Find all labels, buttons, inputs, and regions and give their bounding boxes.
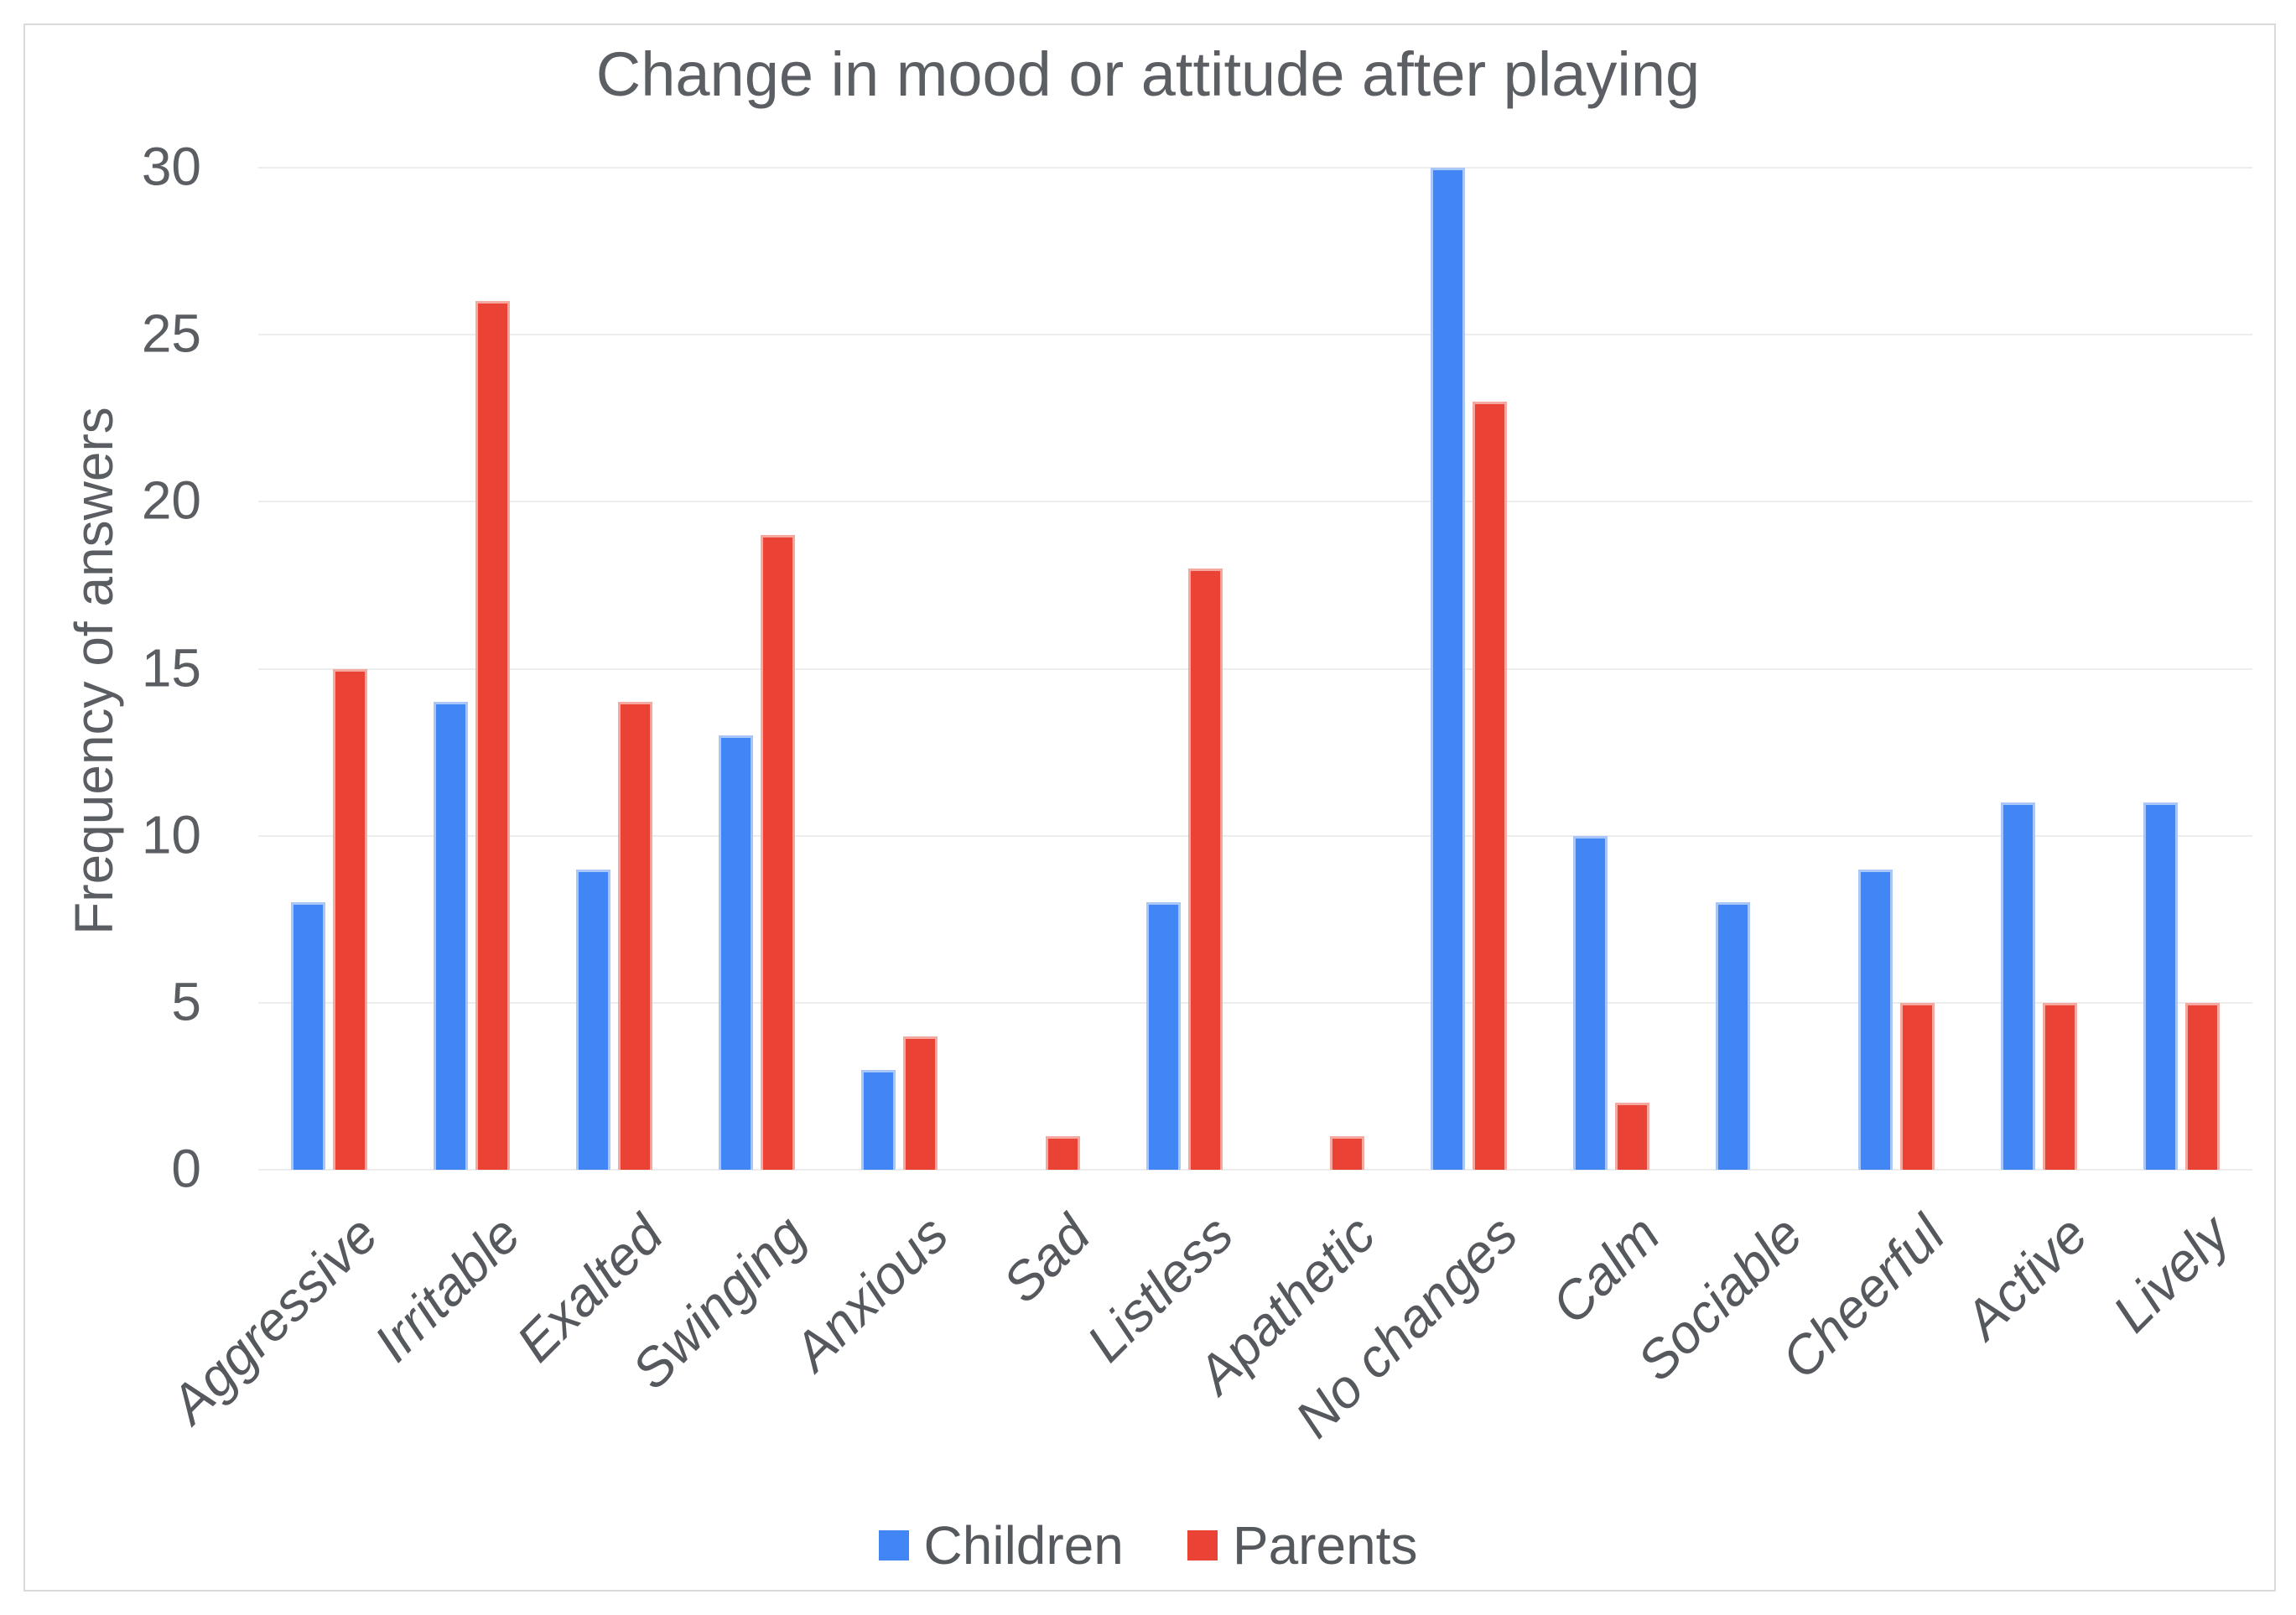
gridline-5 (258, 1001, 2252, 1004)
y-tick-label-25: 25 (141, 303, 201, 364)
legend-label-children: Children (923, 1515, 1124, 1576)
legend-label-parents: Parents (1232, 1515, 1418, 1576)
bar-children-aggressive (291, 902, 326, 1170)
legend-item-parents: Parents (1187, 1514, 1418, 1576)
legend-swatch-parents (1187, 1530, 1218, 1560)
gridline-10 (258, 834, 2252, 837)
bar-parents-active (2042, 1002, 2077, 1170)
bar-children-swinging (719, 735, 753, 1170)
y-tick-label-20: 20 (141, 470, 201, 531)
bar-parents-sad (1045, 1136, 1080, 1170)
bar-parents-listless (1187, 569, 1223, 1170)
chart-title: Change in mood or attitude after playing (595, 39, 1701, 109)
legend-swatch-children (878, 1530, 909, 1560)
bar-children-exalted (576, 869, 611, 1170)
bar-parents-cheerful (1899, 1002, 1935, 1170)
bar-children-no-changes (1431, 168, 1466, 1170)
bar-parents-apathetic (1330, 1136, 1365, 1170)
bar-parents-no-changes (1473, 401, 1508, 1170)
bar-children-cheerful (1857, 869, 1893, 1170)
bar-children-active (2000, 802, 2035, 1170)
bar-children-sociable (1716, 902, 1750, 1170)
bar-children-anxious (860, 1069, 896, 1170)
gridline-30 (258, 167, 2252, 169)
bar-parents-exalted (618, 702, 653, 1170)
gridline-25 (258, 334, 2252, 336)
y-tick-label-10: 10 (141, 804, 201, 865)
gridline-15 (258, 667, 2252, 670)
legend-item-children: Children (878, 1514, 1124, 1576)
bar-parents-aggressive (333, 668, 368, 1170)
bar-children-irritable (434, 702, 469, 1170)
bar-parents-irritable (475, 301, 511, 1170)
bar-children-lively (2143, 802, 2178, 1170)
chart-frame (23, 23, 2276, 1592)
gridline-20 (258, 501, 2252, 503)
bar-parents-lively (2184, 1002, 2220, 1170)
y-tick-label-0: 0 (171, 1138, 201, 1199)
bar-parents-calm (1615, 1103, 1650, 1170)
bar-parents-swinging (761, 535, 795, 1170)
legend: Children Parents (0, 1514, 2296, 1576)
bar-children-listless (1145, 902, 1181, 1170)
bar-children-calm (1573, 835, 1608, 1170)
y-tick-label-5: 5 (171, 971, 201, 1032)
y-tick-label-15: 15 (141, 637, 201, 698)
y-tick-label-30: 30 (141, 136, 201, 197)
gridline-0 (258, 1169, 2252, 1171)
bar-parents-anxious (902, 1036, 938, 1170)
